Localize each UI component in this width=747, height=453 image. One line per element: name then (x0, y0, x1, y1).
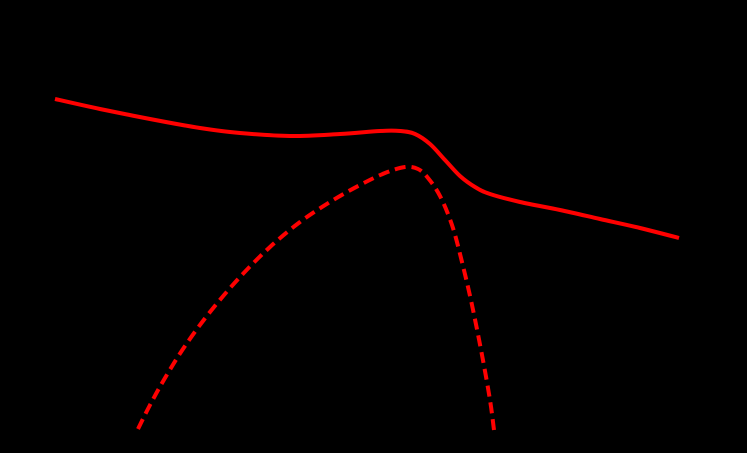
solid-red-curve (54, 97, 680, 240)
dashed-red-curve (136, 164, 496, 431)
